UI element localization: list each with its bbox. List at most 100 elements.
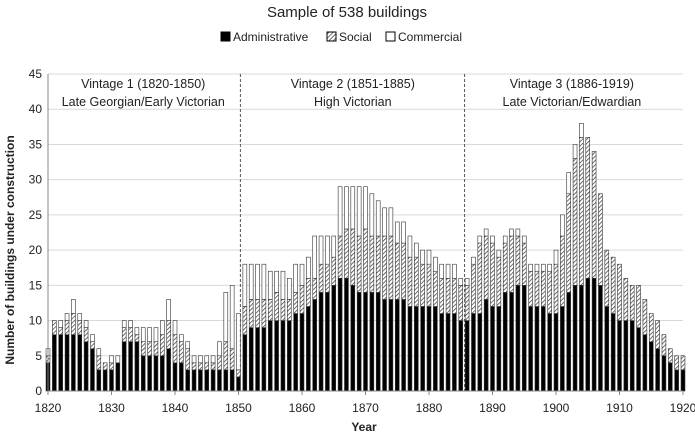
bar-social-1909: [610, 256, 616, 314]
bar-social-1912: [629, 285, 635, 321]
bar-commercial-1850: [236, 313, 241, 371]
bar-administrative-1866: [337, 277, 343, 392]
bar-commercial-1846: [210, 355, 216, 364]
bar-social-1847: [217, 355, 222, 371]
bar-commercial-1886: [464, 277, 470, 286]
bar-commercial-1879: [420, 249, 425, 265]
bar-administrative-1830: [109, 369, 114, 392]
bar-commercial-1822: [58, 320, 63, 328]
bar-commercial-1901: [560, 214, 565, 237]
bar-administrative-1870: [363, 292, 368, 392]
bar-administrative-1879: [420, 306, 425, 392]
x-tick-label: 1870: [352, 401, 379, 415]
bar-administrative-1861: [306, 306, 311, 392]
bar-social-1843: [191, 362, 197, 371]
bar-administrative-1878: [414, 306, 419, 392]
bar-administrative-1850: [236, 376, 241, 392]
bar-administrative-1882: [439, 313, 444, 392]
bar-social-1869: [356, 235, 362, 293]
bar-commercial-1854: [261, 263, 267, 300]
vintage-labels: Vintage 1 (1820-1850) Late Georgian/Early…: [62, 77, 642, 109]
bar-social-1854: [261, 299, 267, 328]
bar-social-1828: [96, 355, 102, 371]
bar-commercial-1882: [439, 263, 444, 279]
bar-commercial-1877: [407, 235, 413, 258]
bar-administrative-1893: [509, 292, 514, 392]
bar-administrative-1832: [121, 341, 127, 392]
bar-social-1916: [655, 320, 660, 350]
bar-administrative-1863: [318, 292, 324, 392]
bar-administrative-1856: [274, 320, 279, 392]
bar-social-1897: [534, 270, 540, 307]
bar-administrative-1892: [502, 292, 508, 392]
bar-social-1852: [248, 299, 254, 328]
bar-administrative-1852: [248, 327, 254, 392]
bar-commercial-1903: [572, 144, 578, 159]
bar-social-1867: [344, 228, 349, 279]
bar-commercial-1893: [509, 228, 514, 237]
vintage-dividers: [239, 74, 466, 391]
bar-social-1844: [198, 362, 203, 371]
bar-administrative-1853: [255, 327, 260, 392]
bar-commercial-1862: [312, 235, 317, 279]
bar-administrative-1907: [598, 285, 603, 392]
bar-social-1887: [471, 263, 476, 314]
bar-social-1826: [83, 327, 89, 342]
bar-social-1845: [204, 362, 210, 371]
x-tick-label: 1850: [225, 401, 252, 415]
bar-social-1911: [623, 277, 629, 321]
vintage-3-title: Vintage 3 (1886-1919): [510, 77, 634, 91]
bar-commercial-1838: [160, 320, 165, 335]
bar-commercial-1891: [496, 249, 502, 258]
bar-social-1834: [134, 334, 140, 342]
bar-commercial-1832: [121, 320, 127, 328]
bar-administrative-1868: [350, 285, 356, 392]
bar-social-1882: [439, 277, 444, 314]
bar-administrative-1834: [134, 341, 140, 392]
bar-commercial-1861: [306, 256, 311, 279]
bar-social-1875: [394, 242, 400, 300]
bar-administrative-1831: [115, 362, 121, 392]
bar-administrative-1915: [648, 341, 654, 392]
bar-commercial-1841: [179, 334, 184, 342]
bar-administrative-1900: [553, 313, 559, 392]
bar-social-1823: [64, 320, 70, 335]
bar-administrative-1905: [585, 277, 591, 392]
bar-social-1876: [401, 242, 406, 300]
bar-social-1881: [433, 270, 438, 307]
bar-administrative-1906: [591, 277, 597, 392]
bar-administrative-1874: [388, 299, 394, 392]
bar-social-1910: [617, 263, 622, 321]
bar-social-1903: [572, 158, 578, 286]
bar-commercial-1859: [293, 263, 298, 293]
x-tick-label: 1920: [670, 401, 695, 415]
bar-commercial-1851: [242, 263, 248, 307]
legend: Administrative Social Commercial: [220, 30, 462, 44]
bar-social-1858: [287, 299, 292, 321]
bar-commercial-1902: [566, 172, 571, 195]
bar-administrative-1889: [483, 299, 489, 392]
bar-social-1838: [160, 334, 165, 357]
bar-administrative-1851: [242, 334, 248, 392]
bar-social-1880: [426, 263, 432, 307]
bar-social-1827: [90, 341, 95, 350]
bar-social-1822: [58, 327, 63, 335]
bar-administrative-1913: [636, 327, 641, 392]
bar-social-1920: [680, 355, 686, 371]
bar-social-1898: [541, 270, 546, 307]
bar-commercial-1826: [83, 320, 89, 328]
bar-administrative-1883: [445, 313, 451, 392]
vintage-3-subtitle: Late Victorian/Edwardian: [503, 95, 642, 109]
bar-administrative-1824: [71, 334, 76, 392]
bar-administrative-1867: [344, 277, 349, 392]
bar-administrative-1859: [293, 313, 298, 392]
bar-social-1870: [363, 228, 368, 293]
bar-commercial-1871: [369, 193, 375, 237]
bar-administrative-1894: [515, 285, 521, 392]
bar-commercial-1898: [541, 263, 546, 272]
legend-label-social: Social: [339, 30, 372, 44]
bar-administrative-1886: [464, 320, 470, 392]
bar-administrative-1881: [433, 306, 438, 392]
bar-social-1855: [267, 299, 273, 321]
